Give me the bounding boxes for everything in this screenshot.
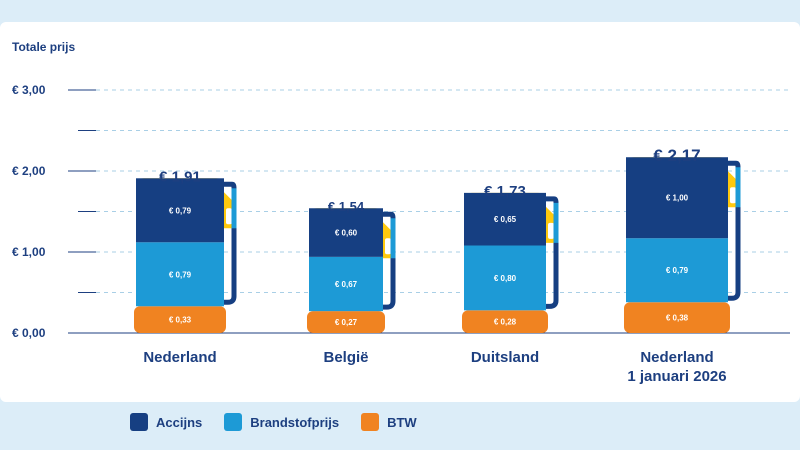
data-label-brandstofprijs: € 0,67 bbox=[335, 280, 358, 289]
y-tick-label: € 3,00 bbox=[12, 83, 46, 97]
bar-segment-btw bbox=[134, 306, 226, 333]
legend-swatch-accijns bbox=[130, 413, 148, 431]
pump-bar-2: € 0,28 € 0,80 € 0,65 € 1,73 Duitsland bbox=[462, 183, 559, 366]
total-price-label: € 1,73 bbox=[484, 183, 526, 200]
pump-bar-3: € 0,38 € 0,79 € 1,00 € 2,17 Nederland 1 janua… bbox=[624, 146, 741, 385]
chart-legend: Accijns Brandstofprijs BTW bbox=[130, 410, 439, 434]
legend-label-brandstofprijs: Brandstofprijs bbox=[250, 414, 340, 430]
pump-nozzle-grip bbox=[730, 187, 736, 204]
bar-segment-brandstofprijs bbox=[136, 242, 224, 307]
data-label-btw: € 0,38 bbox=[666, 314, 689, 323]
bar-segment-accijns bbox=[136, 178, 224, 243]
bar-segment-brandstofprijs bbox=[464, 245, 546, 311]
y-tick-label: € 1,00 bbox=[12, 245, 46, 259]
legend-item-brandstofprijs: Brandstofprijs bbox=[224, 413, 339, 431]
bar-segment-accijns bbox=[309, 208, 383, 257]
legend-item-accijns: Accijns bbox=[130, 413, 202, 431]
bar-segment-btw bbox=[624, 302, 730, 333]
data-label-brandstofprijs: € 0,79 bbox=[169, 270, 192, 279]
pump-nozzle-grip bbox=[385, 238, 391, 255]
legend-label-accijns: Accijns bbox=[156, 414, 203, 430]
total-price-label: € 1,91 bbox=[159, 169, 201, 186]
pump-nozzle-grip bbox=[548, 222, 554, 239]
bar-segment-accijns bbox=[626, 157, 728, 239]
bar-segment-brandstofprijs bbox=[309, 256, 383, 312]
bar-segment-btw bbox=[307, 311, 385, 333]
x-tick-label: Nederland bbox=[143, 349, 216, 366]
y-tick-label: € 2,00 bbox=[12, 164, 46, 178]
legend-swatch-brandstofprijs bbox=[224, 413, 243, 431]
data-label-btw: € 0,27 bbox=[335, 318, 358, 327]
x-tick-label: België bbox=[323, 349, 368, 366]
legend-label-btw: BTW bbox=[387, 414, 417, 430]
data-label-accijns: € 1,00 bbox=[666, 194, 689, 203]
data-label-brandstofprijs: € 0,80 bbox=[494, 274, 517, 283]
bar-segment-btw bbox=[462, 310, 548, 333]
pump-bar-0: € 0,33 € 0,79 € 0,79 € 1,91 Nederland bbox=[134, 169, 237, 366]
x-tick-label: 1 januari 2026 bbox=[627, 368, 726, 385]
total-price-label: € 2,17 bbox=[653, 146, 700, 165]
bar-segment-brandstofprijs bbox=[626, 238, 728, 303]
data-label-brandstofprijs: € 0,79 bbox=[666, 266, 689, 275]
y-axis-title: Totale prijs bbox=[12, 40, 75, 54]
data-label-btw: € 0,28 bbox=[494, 318, 517, 327]
y-tick-label: € 0,00 bbox=[12, 326, 46, 340]
x-tick-label: Nederland bbox=[640, 349, 713, 366]
pump-hose bbox=[728, 160, 741, 301]
data-label-accijns: € 0,60 bbox=[335, 229, 358, 238]
data-label-accijns: € 0,65 bbox=[494, 215, 517, 224]
data-label-accijns: € 0,79 bbox=[169, 206, 192, 215]
pump-bar-1: € 0,27 € 0,67 € 0,60 € 1,54 België bbox=[307, 199, 396, 366]
pump-hose bbox=[383, 211, 396, 310]
data-label-btw: € 0,33 bbox=[169, 316, 192, 325]
legend-item-btw: BTW bbox=[361, 413, 417, 431]
pump-nozzle-grip bbox=[226, 208, 232, 225]
pump-hose bbox=[224, 181, 237, 305]
bar-segment-accijns bbox=[464, 192, 546, 246]
pump-hose bbox=[546, 196, 559, 309]
total-price-label: € 1,54 bbox=[328, 199, 365, 214]
x-tick-label: Duitsland bbox=[471, 349, 539, 366]
legend-swatch-btw bbox=[361, 413, 380, 431]
